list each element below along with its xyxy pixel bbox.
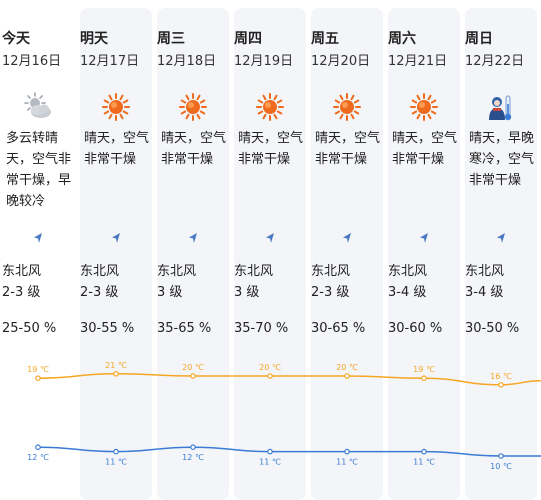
day-name: 周日 bbox=[465, 31, 493, 47]
wind-level: 3-4 级 bbox=[388, 285, 427, 300]
wind-direction: 东北风 bbox=[157, 264, 197, 279]
day-date: 12月18日 bbox=[157, 54, 217, 69]
humidity: 30-65 % bbox=[311, 321, 366, 336]
sun-icon bbox=[178, 92, 208, 122]
wind-direction-icon bbox=[495, 229, 507, 243]
wind-direction-icon bbox=[418, 229, 430, 243]
wind-direction: 东北风 bbox=[465, 264, 505, 279]
humidity: 30-55 % bbox=[80, 321, 135, 336]
wind-direction-icon bbox=[187, 229, 199, 243]
weather-description: 晴天，空气非常干燥 bbox=[84, 131, 150, 167]
weather-description: 晴天，空气非常干燥 bbox=[161, 131, 227, 167]
day-column[interactable]: 今天 12月16日多云转晴天，空气非常干燥，早晚较冷东北风 2-3 级 25-50 % bbox=[2, 8, 74, 500]
sun-icon bbox=[332, 92, 362, 122]
cloudy-sun-icon bbox=[23, 92, 53, 122]
weather-description: 多云转晴天，空气非常干燥，早晚较冷 bbox=[6, 131, 72, 209]
wind-level: 3-4 级 bbox=[465, 285, 504, 300]
weather-description: 晴天，早晚寒冷，空气非常干燥 bbox=[469, 131, 535, 188]
sun-icon bbox=[409, 92, 439, 122]
humidity: 35-70 % bbox=[234, 321, 289, 336]
day-date: 12月22日 bbox=[465, 54, 525, 69]
wind-direction-icon bbox=[341, 229, 353, 243]
humidity: 30-60 % bbox=[388, 321, 443, 336]
wind-direction-icon bbox=[110, 229, 122, 243]
day-date: 12月17日 bbox=[80, 54, 140, 69]
wind-level: 3 级 bbox=[157, 285, 183, 300]
day-name: 周三 bbox=[157, 31, 185, 47]
humidity: 25-50 % bbox=[2, 321, 57, 336]
day-date: 12月20日 bbox=[311, 54, 371, 69]
wind-direction-icon bbox=[32, 229, 44, 243]
wind-direction: 东北风 bbox=[2, 264, 42, 279]
day-column[interactable]: 周日 12月22日 晴天，早晚寒冷，空气非常干燥东北风 3-4 级 30-50 % bbox=[465, 8, 537, 500]
wind-level: 2-3 级 bbox=[80, 285, 119, 300]
wind-level: 2-3 级 bbox=[2, 285, 41, 300]
day-date: 12月21日 bbox=[388, 54, 448, 69]
humidity: 30-50 % bbox=[465, 321, 520, 336]
day-column[interactable]: 周四 12月19日晴天，空气非常干燥东北风 3 级 35-70 % bbox=[234, 8, 306, 500]
day-date: 12月16日 bbox=[2, 54, 62, 69]
day-name: 周五 bbox=[311, 31, 339, 47]
weather-description: 晴天，空气非常干燥 bbox=[315, 131, 381, 167]
day-column[interactable]: 周三 12月18日晴天，空气非常干燥东北风 3 级 35-65 % bbox=[157, 8, 229, 500]
day-column[interactable]: 周六 12月21日晴天，空气非常干燥东北风 3-4 级 30-60 % bbox=[388, 8, 460, 500]
wind-level: 3 级 bbox=[234, 285, 260, 300]
weather-description: 晴天，空气非常干燥 bbox=[392, 131, 458, 167]
wind-level: 2-3 级 bbox=[311, 285, 350, 300]
wind-direction: 东北风 bbox=[311, 264, 351, 279]
day-column[interactable]: 明天 12月17日晴天，空气非常干燥东北风 2-3 级 30-55 % bbox=[80, 8, 152, 500]
wind-direction: 东北风 bbox=[234, 264, 274, 279]
day-date: 12月19日 bbox=[234, 54, 294, 69]
weather-description: 晴天，空气非常干燥 bbox=[238, 131, 304, 167]
wind-direction-icon bbox=[264, 229, 276, 243]
humidity: 35-65 % bbox=[157, 321, 212, 336]
sun-icon bbox=[255, 92, 285, 122]
day-name: 周六 bbox=[388, 31, 416, 47]
wind-direction: 东北风 bbox=[388, 264, 428, 279]
day-name: 今天 bbox=[2, 31, 30, 47]
wind-direction: 东北风 bbox=[80, 264, 120, 279]
cold-person-icon bbox=[486, 92, 516, 122]
day-column[interactable]: 周五 12月20日晴天，空气非常干燥东北风 2-3 级 30-65 % bbox=[311, 8, 383, 500]
day-name: 明天 bbox=[80, 31, 108, 47]
day-name: 周四 bbox=[234, 31, 262, 47]
sun-icon bbox=[101, 92, 131, 122]
